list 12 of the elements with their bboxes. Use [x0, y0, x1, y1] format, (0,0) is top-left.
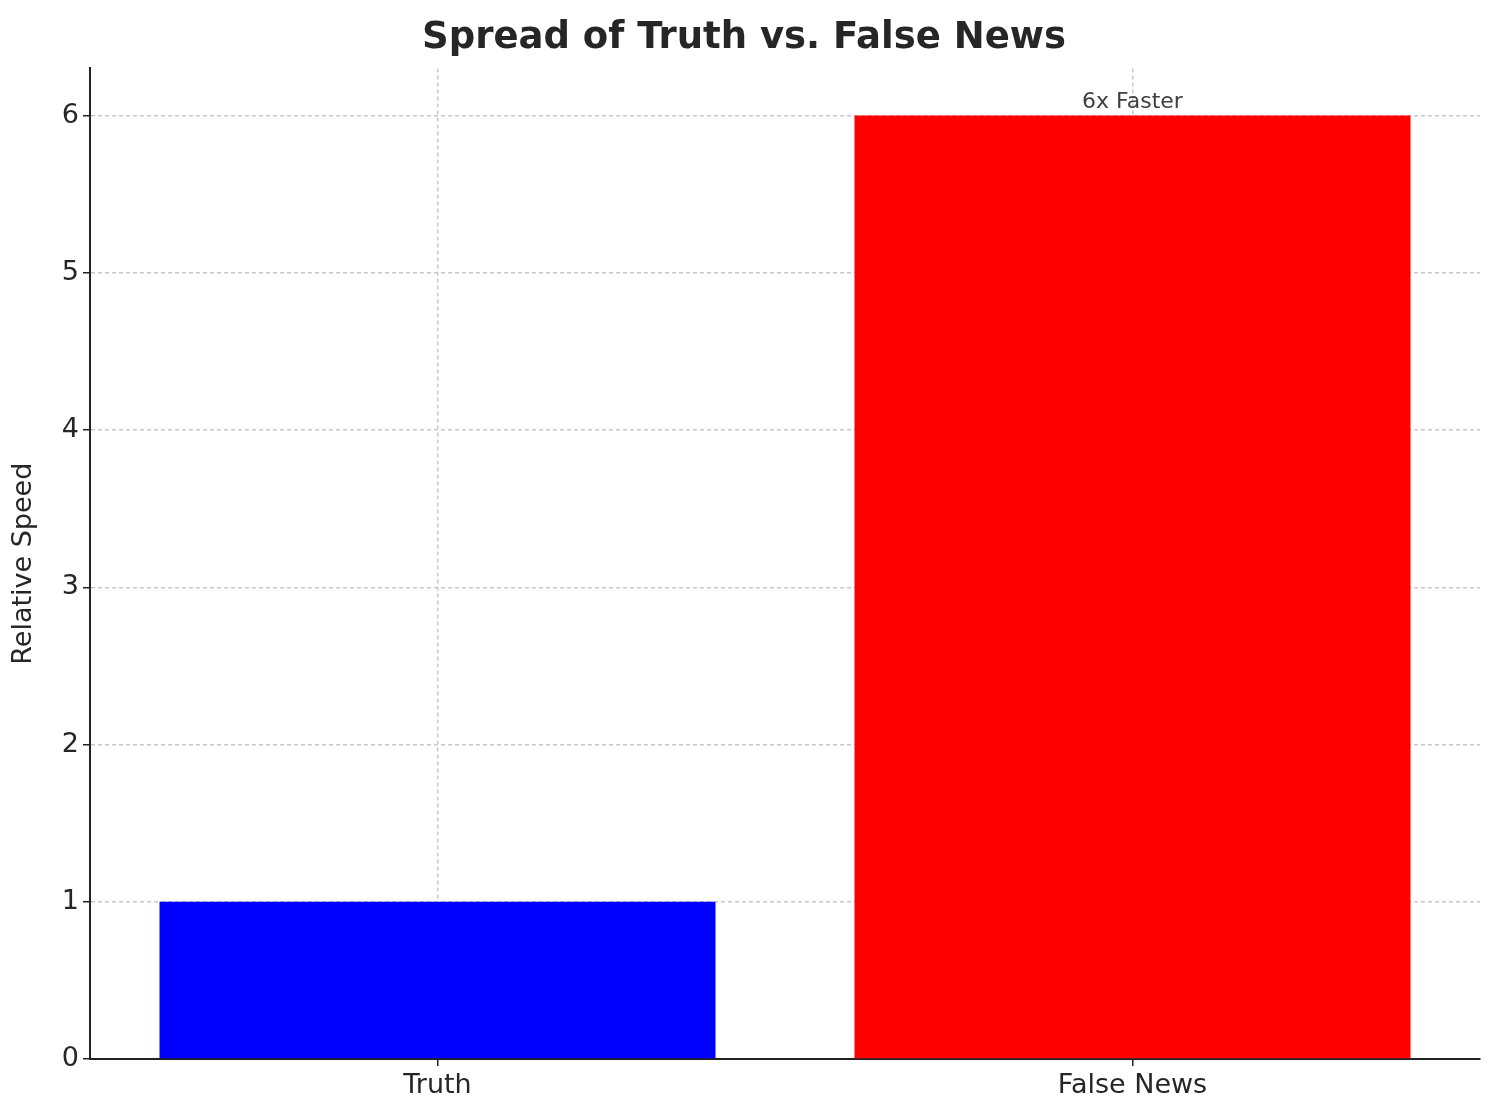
y-tick-label: 6 — [61, 97, 79, 129]
y-tick-label: 1 — [61, 883, 79, 915]
chart-title: Spread of Truth vs. False News — [422, 13, 1066, 57]
y-tick-label: 2 — [61, 726, 79, 758]
y-tick-label: 5 — [61, 254, 79, 286]
x-tick-label: Truth — [402, 1068, 472, 1100]
y-tick-label: 3 — [61, 569, 79, 601]
y-axis-title: Relative Speed — [6, 462, 38, 665]
annotation: 6x Faster — [1082, 88, 1184, 114]
y-tick-label: 4 — [61, 412, 79, 444]
y-tick-label: 0 — [61, 1041, 79, 1073]
x-tick-label: False News — [1057, 1068, 1208, 1100]
